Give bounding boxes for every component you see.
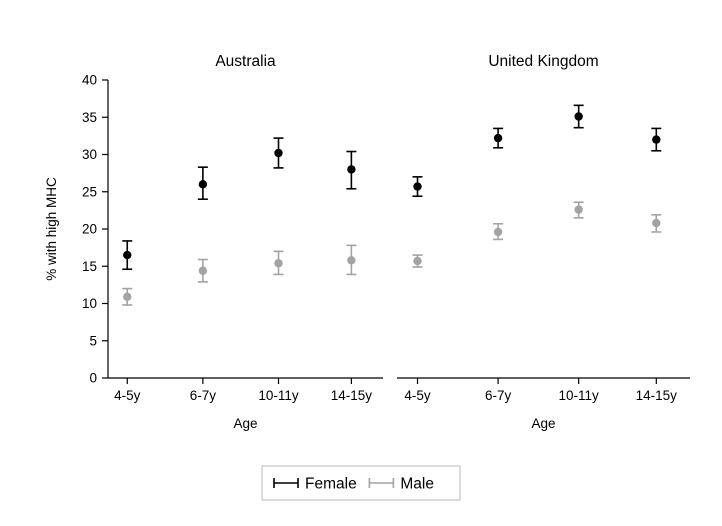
y-tick-label: 15 [82,259,97,274]
y-tick-label: 25 [82,184,97,199]
series-female [122,137,357,271]
data-point-male [274,259,283,268]
data-point-female [493,133,503,143]
x-axis-title: Age [531,416,555,431]
data-point-female [652,135,661,144]
panel-title: Australia [215,53,276,70]
y-tick-label: 0 [89,371,97,386]
y-axis-title: % with high MHC [44,177,59,281]
data-point-male [123,292,132,301]
x-tick-label: 10-11y [559,388,600,403]
legend-label: Female [305,476,357,493]
x-tick-label: 6-7y [485,388,512,403]
data-point-male [652,218,661,228]
x-tick-label: 4-5y [404,388,431,403]
series-male [412,201,662,268]
panel-australia: Australia 4-5y 6-7y 10-11y 14-15y Age [108,53,383,431]
data-point-male [493,227,503,237]
x-tick-label: 14-15y [331,388,373,403]
y-tick-label: 40 [82,73,97,88]
y-tick-label: 10 [82,296,97,311]
data-point-male [574,205,583,214]
panel-united-kingdom: United Kingdom 4-5y 6-7y 10-11y 14-15y Age [397,53,690,431]
series-male [122,244,357,306]
data-point-female [198,180,208,189]
legend-label: Male [400,476,434,493]
y-tick-label: 20 [82,222,97,237]
data-point-male [347,256,356,265]
y-tick-label: 30 [82,147,97,162]
x-tick-label: 4-5y [114,388,141,403]
x-axis-title: Age [233,416,257,431]
legend-entry-male: Male [368,476,434,493]
x-tick-label: 6-7y [190,388,217,403]
series-female [412,104,662,198]
data-point-male [198,266,208,275]
x-tick-label: 10-11y [258,388,299,403]
y-tick-label: 5 [89,333,97,348]
data-point-female [413,182,422,191]
data-point-male [413,256,422,266]
x-tick-label: 14-15y [636,388,678,403]
data-point-female [347,165,356,174]
legend: Female Male [261,465,461,501]
legend-entry-female: Female [273,476,357,493]
panel-title: United Kingdom [488,53,598,70]
data-point-female [123,250,132,260]
y-tick-label: 35 [82,110,97,125]
y-axis: 0 5 10 15 20 25 30 35 40 % with high MHC [44,73,109,386]
data-point-female [274,148,283,158]
data-point-female [574,112,583,121]
